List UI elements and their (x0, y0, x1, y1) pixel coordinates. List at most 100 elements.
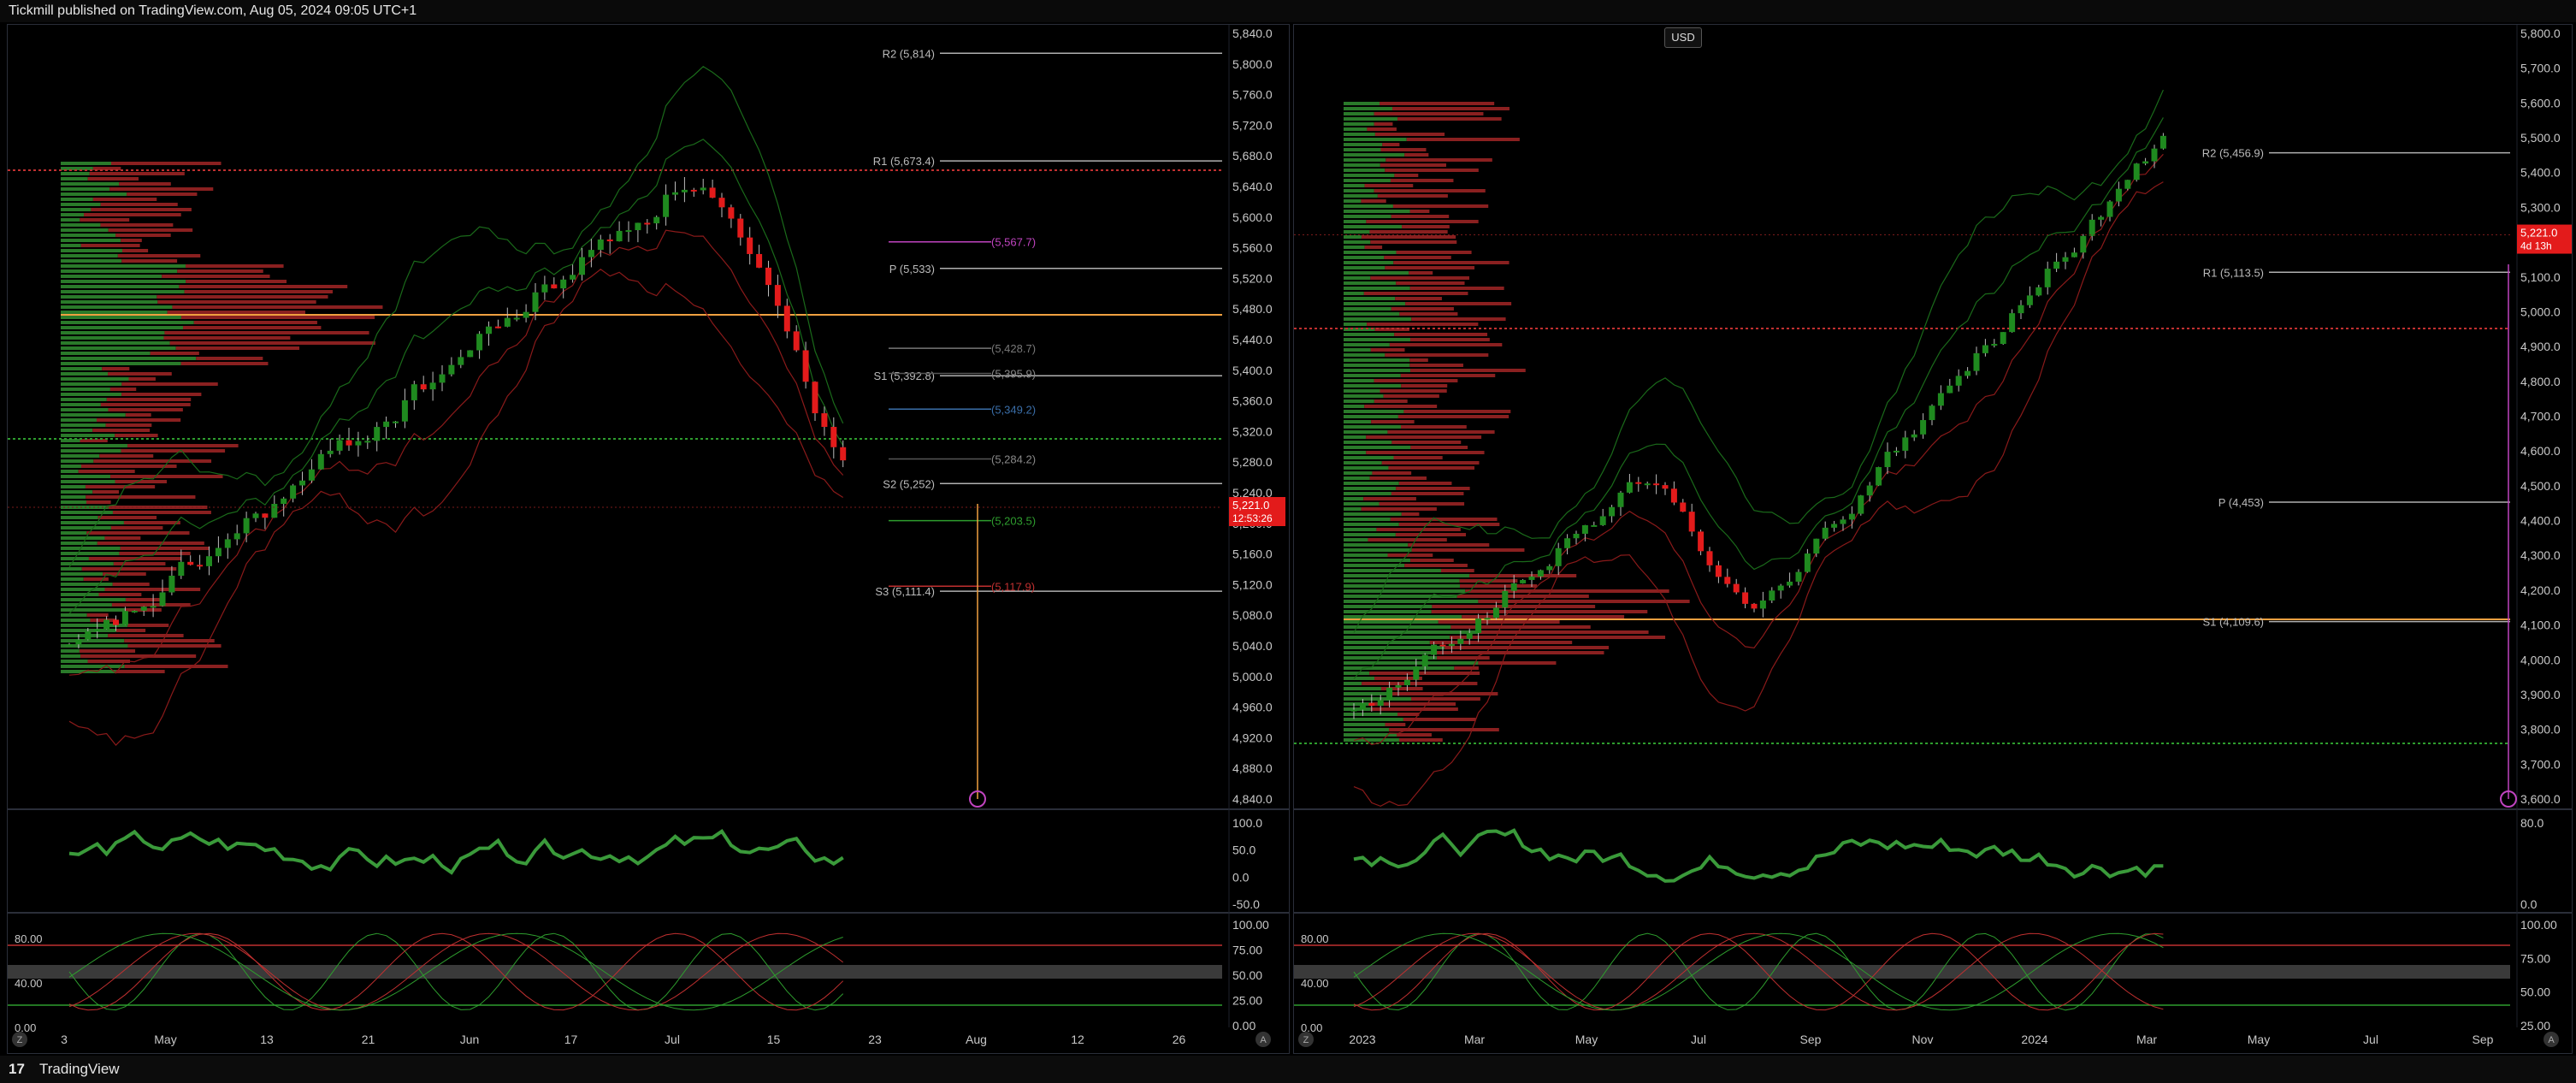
volume-profile-bar (1390, 692, 1498, 695)
osc2-axis-label: 75.00 (2520, 951, 2550, 965)
volume-profile-bar (1344, 692, 1391, 695)
candle-body (1670, 488, 1677, 503)
volume-profile-bar (1432, 651, 1604, 654)
volume-profile-bar (1370, 348, 1405, 352)
candle-body (1777, 585, 1784, 591)
candle-body (2000, 332, 2006, 345)
volume-profile-bar (97, 542, 204, 545)
volume-profile-bar (61, 398, 107, 401)
volume-profile-bar (1369, 230, 1448, 234)
time-axis-label: 17 (564, 1033, 578, 1046)
volume-profile-bar (61, 162, 111, 165)
candle-body (1403, 679, 1410, 686)
zoom-button[interactable] (1298, 1032, 1314, 1047)
currency-button[interactable]: USD (1664, 27, 1702, 48)
price-axis-label: 4,700.0 (2520, 410, 2561, 423)
candle-body (1715, 565, 1722, 577)
volume-profile-bar (1344, 399, 1374, 403)
volume-profile-bar (1344, 179, 1391, 182)
price-axis-label: 4,400.0 (2520, 514, 2561, 528)
volume-profile-bar (61, 552, 120, 555)
volume-profile-bar (61, 475, 111, 478)
volume-profile-bar (1450, 636, 1666, 639)
volume-profile-bar (1409, 210, 1430, 213)
candle-body (1929, 405, 1935, 421)
osc2-line (1353, 932, 2164, 1011)
volume-profile-bar (100, 223, 174, 227)
time-axis-label: 26 (1173, 1033, 1186, 1046)
left-chart-panel[interactable]: 5,840.0 5,800.0 5,760.0 5,720.0 5,680.0 5,640… (7, 24, 1292, 1054)
auto-scale-button-label: A (2548, 1035, 2555, 1045)
volume-profile-bar (1380, 163, 1446, 167)
volume-profile-bar (1374, 379, 1458, 382)
auto-scale-button[interactable] (1256, 1032, 1271, 1047)
candle-body (66, 644, 73, 647)
volume-profile-bar (1385, 169, 1479, 172)
volume-profile-bar (1344, 713, 1398, 716)
auto-scale-button[interactable] (2544, 1032, 2559, 1047)
volume-profile-bar (1344, 276, 1371, 280)
volume-profile-bar (1374, 122, 1393, 126)
osc2-axis-label: 75.00 (1232, 944, 1262, 957)
volume-profile-bar (61, 295, 157, 299)
candle-body (2106, 201, 2113, 217)
volume-profile-bar (1344, 143, 1383, 146)
volume-profile-bar (1404, 564, 1468, 567)
volume-profile-bar (115, 480, 167, 483)
volume-profile-bar (1344, 466, 1389, 470)
candle-body (467, 350, 474, 358)
candle-body (439, 374, 446, 383)
volume-profile-bar (1344, 271, 1409, 275)
candle-body (1840, 519, 1846, 524)
candle-body (1884, 452, 1891, 468)
candle-body (1555, 547, 1562, 566)
volume-profile-bar (1400, 374, 1496, 377)
candle-body (150, 606, 157, 608)
volume-profile-bar (61, 542, 97, 545)
volume-profile-bar (1409, 364, 1463, 367)
price-axis-label: 4,600.0 (2520, 444, 2561, 458)
candle-body (2124, 180, 2131, 189)
volume-profile-bar (1344, 584, 1460, 588)
volume-profile-bar (1395, 533, 1466, 536)
volume-profile-bar (1344, 281, 1397, 285)
volume-profile-bar (61, 259, 122, 263)
volume-profile-bar (1344, 564, 1405, 567)
volume-profile-bar (1437, 656, 1490, 660)
candle-body (821, 413, 828, 428)
volume-profile-bar (1344, 189, 1374, 192)
candle-body (588, 250, 594, 257)
volume-profile-bar (121, 249, 149, 252)
candle-body (2026, 295, 2033, 305)
volume-profile-bar (1410, 338, 1490, 341)
left-chart-canvas[interactable]: 5,840.0 5,800.0 5,760.0 5,720.0 5,680.0 5,640… (8, 25, 1292, 1053)
candle-body (2080, 235, 2087, 253)
volume-profile-bar (1344, 425, 1402, 429)
candle-body (1653, 483, 1660, 486)
volume-profile-bar (113, 562, 166, 565)
volume-profile-bar (61, 506, 109, 509)
zoom-button[interactable] (12, 1032, 27, 1047)
candle-body (709, 187, 716, 198)
volume-profile-bar (1344, 174, 1395, 177)
right-chart-canvas[interactable]: 5,800.0 5,700.0 5,600.0 5,500.0 5,400.0 5,300… (1294, 25, 2576, 1053)
volume-profile-bar (110, 162, 222, 165)
volume-profile-bar (1344, 492, 1391, 495)
volume-profile-bar (61, 639, 125, 642)
volume-profile-bar (1369, 672, 1480, 675)
candle-body (1911, 434, 1917, 438)
volume-profile-bar (111, 603, 191, 607)
volume-profile-bar (61, 485, 86, 488)
price-axis-label: 5,160.0 (1232, 547, 1273, 561)
time-axis-label: 13 (260, 1033, 274, 1046)
volume-profile-bar (61, 167, 93, 170)
right-chart-panel[interactable]: 5,800.0 5,700.0 5,600.0 5,500.0 5,400.0 5,300… (1293, 24, 2576, 1054)
volume-profile-bar (1406, 138, 1520, 141)
osc1-axis-label: 80.0 (2520, 816, 2544, 830)
tradingview-logo-icon[interactable]: 17 (9, 1061, 25, 1077)
volume-profile-bar (1344, 358, 1410, 362)
volume-profile-bar (124, 665, 228, 668)
candle-body (197, 565, 204, 567)
event-marker-icon (969, 790, 986, 808)
volume-profile-bar (1344, 163, 1380, 167)
